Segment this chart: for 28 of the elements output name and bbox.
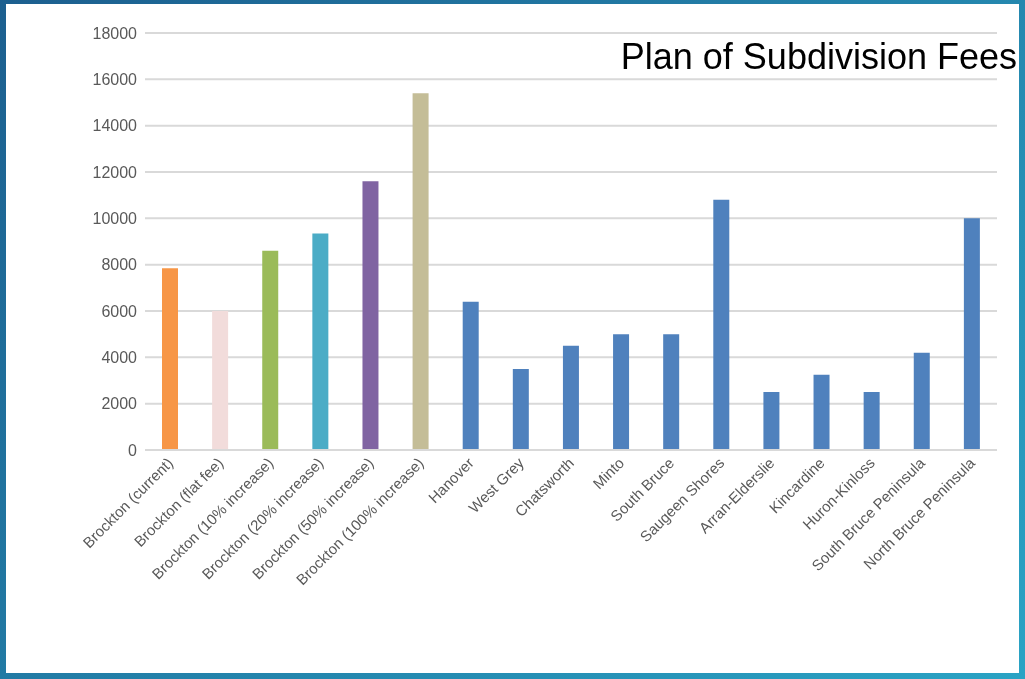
y-tick-label: 0	[128, 441, 138, 459]
bar	[162, 268, 178, 450]
y-tick-label: 6000	[101, 302, 138, 320]
bar	[863, 392, 880, 450]
y-tick-label: 2000	[101, 395, 138, 413]
bar	[412, 93, 429, 450]
bar	[763, 392, 780, 450]
y-tick-label: 18000	[92, 24, 138, 42]
y-tick-label: 8000	[101, 256, 138, 274]
y-tick-label: 4000	[101, 349, 138, 367]
bar	[562, 345, 579, 450]
bar	[212, 311, 229, 450]
y-tick-label: 10000	[92, 210, 138, 228]
bar	[362, 181, 379, 450]
bar	[913, 352, 930, 450]
bar	[462, 301, 479, 450]
bar	[262, 250, 279, 450]
bar	[512, 368, 529, 450]
bar	[713, 199, 730, 450]
bar	[813, 374, 830, 450]
bar	[312, 233, 329, 450]
bar	[613, 334, 630, 450]
bar	[963, 218, 980, 450]
y-tick-label: 16000	[92, 71, 138, 89]
bar	[663, 334, 680, 450]
chart-title: Plan of Subdivision Fees	[620, 36, 1017, 78]
y-tick-label: 14000	[92, 117, 138, 135]
y-tick-label: 12000	[92, 163, 138, 181]
